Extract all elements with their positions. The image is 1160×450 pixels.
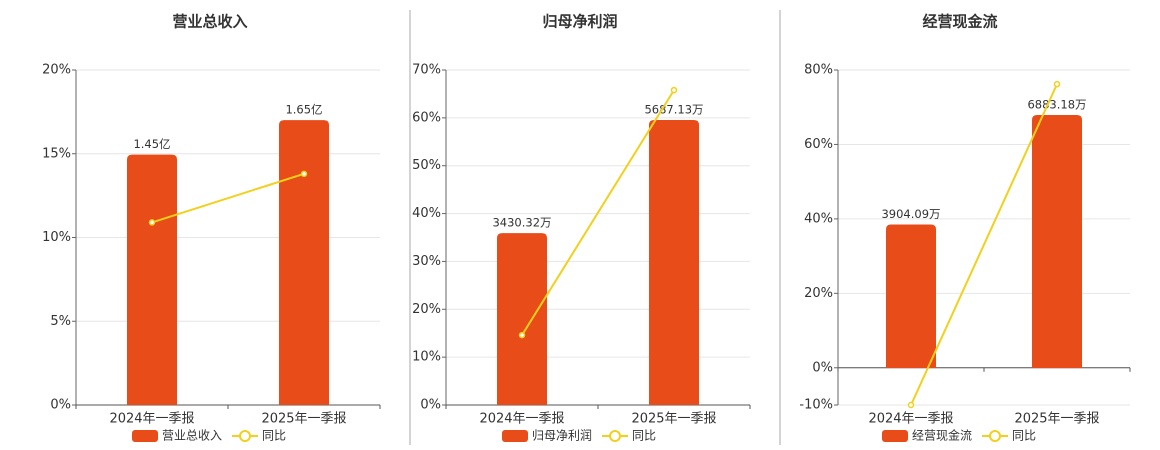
legend-label: 同比 [632, 429, 656, 443]
line-point [907, 401, 915, 409]
y-tick-label: 40% [412, 206, 441, 221]
value-label: 1.45亿 [133, 137, 170, 151]
y-tick-label: 30% [412, 254, 441, 269]
y-tick-label: 50% [412, 158, 441, 173]
value-label: 1.65亿 [285, 103, 322, 117]
chart-title: 营业总收入 [172, 13, 247, 31]
value-label: 6883.18万 [1027, 97, 1086, 111]
legend-label: 归母净利润 [532, 429, 592, 443]
legend-swatch [239, 430, 251, 442]
line-point [1053, 80, 1061, 88]
y-tick-label: 80% [804, 63, 833, 78]
legend-label: 同比 [1012, 429, 1036, 443]
bar [886, 224, 936, 368]
y-tick-label: 40% [804, 211, 833, 226]
x-tick-label: 2024年一季报 [479, 412, 564, 427]
y-tick-label: 60% [804, 137, 833, 152]
bar [649, 120, 699, 405]
value-label: 3430.32万 [492, 216, 551, 230]
x-tick-label: 2024年一季报 [109, 412, 194, 427]
legend-swatch [989, 430, 1001, 442]
bar [1032, 114, 1082, 368]
legend-swatch [502, 430, 528, 442]
y-tick-label: 0% [50, 398, 71, 413]
chart-title: 归母净利润 [542, 13, 617, 31]
legend-label: 同比 [262, 429, 286, 443]
y-tick-label: 5% [50, 314, 71, 329]
line-point [670, 86, 678, 94]
y-tick-label: 0% [812, 360, 833, 375]
y-tick-label: 10% [412, 350, 441, 365]
y-tick-label: 20% [42, 63, 71, 78]
y-tick-label: -10% [799, 398, 833, 413]
legend-label: 营业总收入 [162, 429, 222, 443]
legend-label: 经营现金流 [912, 428, 972, 443]
x-tick-label: 2024年一季报 [868, 412, 953, 427]
legend-swatch [609, 430, 621, 442]
line [521, 89, 675, 336]
legend-swatch [882, 430, 908, 442]
chart-title: 经营现金流 [922, 13, 997, 31]
line [910, 83, 1058, 406]
bar [127, 154, 177, 405]
x-tick-label: 2025年一季报 [261, 412, 346, 427]
bar [497, 233, 547, 405]
bar [279, 120, 329, 405]
line-point [148, 219, 156, 226]
line-point [300, 170, 308, 178]
y-tick-label: 60% [412, 110, 441, 125]
y-tick-label: 0% [420, 398, 441, 413]
line [151, 172, 305, 224]
y-tick-label: 15% [42, 146, 71, 161]
x-tick-label: 2025年一季报 [631, 412, 716, 427]
legend-swatch [132, 430, 158, 442]
value-label: 5687.13万 [644, 103, 703, 117]
y-tick-label: 10% [42, 230, 71, 245]
value-label: 3904.09万 [881, 207, 940, 221]
y-tick-label: 20% [804, 286, 833, 301]
y-tick-label: 70% [412, 63, 441, 78]
x-tick-label: 2025年一季报 [1014, 412, 1099, 427]
line-point [518, 331, 526, 339]
y-tick-label: 20% [412, 302, 441, 317]
